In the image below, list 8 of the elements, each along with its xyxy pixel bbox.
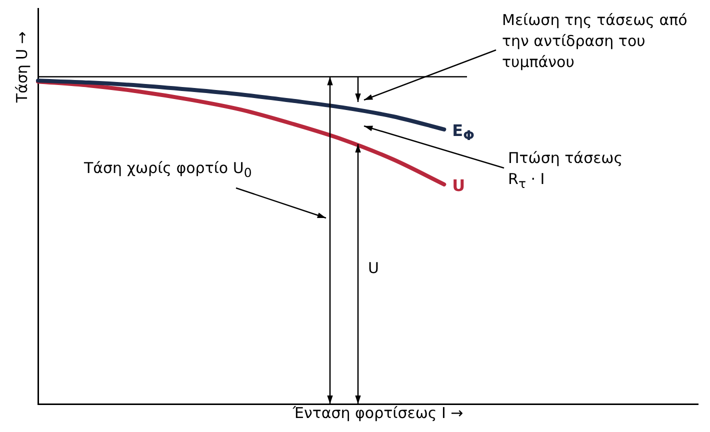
series-label: E$_{Φ}$ [452, 121, 474, 145]
y-axis-title: Τάση U → [13, 30, 31, 105]
text: Μείωση της τάσεως από την αντίδραση του τυμπάνου [502, 10, 688, 73]
series-label: U [452, 176, 466, 196]
x-axis-title: Ένταση φορτίσεως I → [292, 404, 464, 422]
annotation: Πτώση τάσεως R$_{τ}$ · I [508, 148, 624, 193]
annotation: U [368, 258, 380, 279]
annotation: Τάση χωρίς φορτίο U$_{0}$ [84, 158, 253, 182]
